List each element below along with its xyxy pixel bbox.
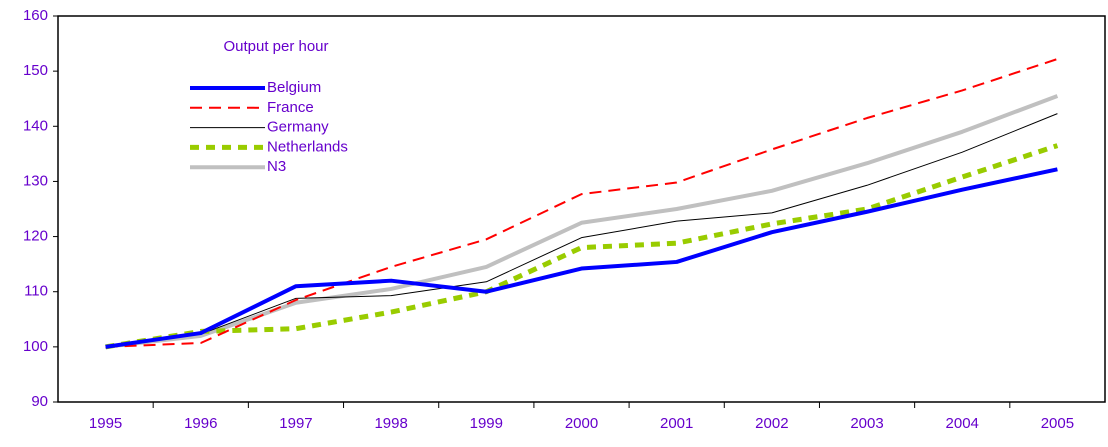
series-line xyxy=(105,113,1058,348)
y-tick-label: 100 xyxy=(23,338,48,355)
y-tick-label: 90 xyxy=(31,393,48,410)
x-tick-label: 1996 xyxy=(184,415,217,432)
x-tick-label: 1998 xyxy=(374,415,407,432)
y-tick-label: 150 xyxy=(23,62,48,79)
legend-label: France xyxy=(267,99,314,116)
x-tick-label: 1999 xyxy=(470,415,503,432)
legend-label: Belgium xyxy=(267,79,321,96)
y-tick-label: 120 xyxy=(23,228,48,245)
x-tick-label: 2005 xyxy=(1041,415,1074,432)
y-tick-label: 160 xyxy=(23,7,48,24)
x-tick-label: 2003 xyxy=(850,415,883,432)
x-tick-label: 2000 xyxy=(565,415,598,432)
legend-label: Germany xyxy=(267,119,329,136)
x-tick-label: 2002 xyxy=(755,415,788,432)
plot-frame xyxy=(57,15,1106,403)
legend-title: Output per hour xyxy=(223,38,328,55)
series-line xyxy=(105,94,1059,349)
x-tick-label: 2004 xyxy=(946,415,979,432)
y-tick-label: 140 xyxy=(23,117,48,134)
x-tick-label: 2001 xyxy=(660,415,693,432)
x-tick-label: 1995 xyxy=(89,415,122,432)
y-tick-label: 110 xyxy=(24,283,48,300)
y-tick-label: 130 xyxy=(23,172,48,189)
series-line xyxy=(105,167,1058,349)
x-tick-label: 1997 xyxy=(279,415,312,432)
legend-label: N3 xyxy=(267,158,286,175)
legend-label: Netherlands xyxy=(267,138,348,155)
series-line xyxy=(105,58,1058,348)
